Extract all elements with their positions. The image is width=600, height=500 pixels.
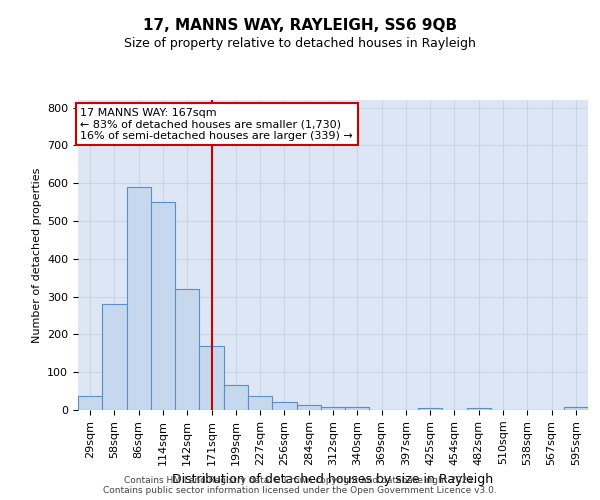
Text: 17 MANNS WAY: 167sqm
← 83% of detached houses are smaller (1,730)
16% of semi-de: 17 MANNS WAY: 167sqm ← 83% of detached h…	[80, 108, 353, 141]
Bar	[199, 346, 224, 410]
Text: Contains HM Land Registry data © Crown copyright and database right 2024.
Contai: Contains HM Land Registry data © Crown c…	[103, 476, 497, 495]
Bar	[151, 202, 175, 410]
Bar	[321, 407, 345, 410]
X-axis label: Distribution of detached houses by size in Rayleigh: Distribution of detached houses by size …	[172, 473, 494, 486]
Bar	[296, 405, 321, 410]
Bar	[175, 289, 199, 410]
Text: 17, MANNS WAY, RAYLEIGH, SS6 9QB: 17, MANNS WAY, RAYLEIGH, SS6 9QB	[143, 18, 457, 32]
Bar	[248, 396, 272, 410]
Bar	[78, 396, 102, 410]
Bar	[224, 386, 248, 410]
Bar	[102, 304, 127, 410]
Bar	[467, 408, 491, 410]
Text: Size of property relative to detached houses in Rayleigh: Size of property relative to detached ho…	[124, 38, 476, 51]
Y-axis label: Number of detached properties: Number of detached properties	[32, 168, 41, 342]
Bar	[127, 187, 151, 410]
Bar	[272, 402, 296, 410]
Bar	[564, 407, 588, 410]
Bar	[418, 408, 442, 410]
Bar	[345, 407, 370, 410]
